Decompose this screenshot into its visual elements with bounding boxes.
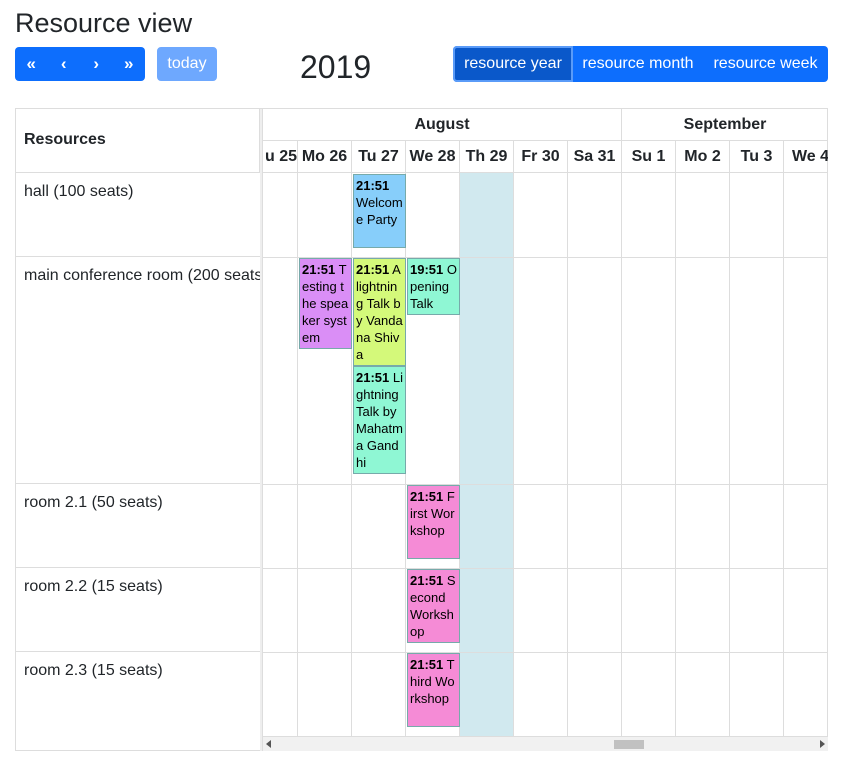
event-title: Opening Talk — [410, 262, 457, 311]
column-resizer[interactable] — [260, 109, 263, 751]
prev-year-button[interactable]: « — [26, 54, 36, 73]
event-time: 21:51 — [356, 178, 390, 193]
event-title: Third Workshop — [410, 657, 455, 706]
day-column[interactable] — [298, 173, 352, 736]
calendar-event[interactable]: 21:51 First Workshop — [407, 485, 460, 559]
horizontal-scrollbar[interactable] — [263, 736, 828, 751]
day-header: Su 1 — [622, 141, 676, 173]
calendar-event[interactable]: 19:51 Opening Talk — [407, 258, 460, 315]
day-header: u 25 — [263, 141, 298, 173]
event-time: 21:51 — [356, 262, 390, 277]
view-switcher: resource year resource month resource we… — [453, 46, 828, 82]
resource-week-button[interactable]: resource week — [713, 55, 818, 72]
event-time: 21:51 — [356, 370, 390, 385]
today-button[interactable]: today — [157, 47, 217, 81]
event-time: 21:51 — [410, 573, 444, 588]
resource-month-button[interactable]: resource month — [582, 55, 694, 72]
day-header: We 28 — [406, 141, 460, 173]
event-time: 21:51 — [302, 262, 336, 277]
next-button[interactable]: › — [93, 54, 100, 73]
calendar-event[interactable]: 21:51 A lightning Talk by Vandana Shiva — [353, 258, 406, 366]
event-time: 19:51 — [410, 262, 444, 277]
resource-row: hall (100 seats) — [16, 173, 260, 257]
next-year-button[interactable]: » — [124, 54, 134, 73]
calendar-event[interactable]: 21:51 Welcome Party — [353, 174, 406, 248]
day-header: Tu 3 — [730, 141, 784, 173]
navigation-button-group: « ‹ › » — [15, 47, 145, 81]
row-divider — [263, 484, 828, 485]
day-column[interactable] — [730, 173, 784, 736]
resource-row: room 2.2 (15 seats) — [16, 568, 260, 652]
event-title: First Workshop — [410, 489, 455, 538]
day-header: We 4 — [784, 141, 828, 173]
today-column — [460, 173, 514, 736]
event-title: Second Workshop — [410, 573, 456, 639]
event-time: 21:51 — [410, 657, 444, 672]
day-column[interactable] — [622, 173, 676, 736]
resource-row: room 2.1 (50 seats) — [16, 484, 260, 568]
calendar-title: 2019 — [300, 49, 372, 85]
day-column[interactable] — [568, 173, 622, 736]
day-header: Mo 2 — [676, 141, 730, 173]
day-header: Sa 31 — [568, 141, 622, 173]
day-header: Fr 30 — [514, 141, 568, 173]
prev-button[interactable]: ‹ — [60, 54, 67, 73]
day-column[interactable] — [460, 173, 514, 736]
timeline-grid: August September u 25 Mo 26 Tu 27 We 28 Th 2… — [263, 109, 828, 736]
event-time: 21:51 — [410, 489, 444, 504]
calendar-event[interactable]: 21:51 Lightning Talk by Mahatma Gandhi — [353, 366, 406, 474]
day-column[interactable] — [784, 173, 828, 736]
row-divider — [263, 257, 828, 258]
resource-row: main conference room (200 seats) — [16, 257, 260, 484]
day-column[interactable] — [514, 173, 568, 736]
event-title: A lightning Talk by Vandana Shiva — [356, 262, 403, 362]
calendar-event[interactable]: 21:51 Testing the speaker system — [299, 258, 352, 349]
month-header-september: September — [622, 109, 828, 141]
event-title: Welcome Party — [356, 195, 403, 227]
day-column[interactable] — [676, 173, 730, 736]
month-header-august: August — [263, 109, 622, 141]
resources-header: Resources — [16, 109, 260, 173]
day-column[interactable] — [406, 173, 460, 736]
calendar-event[interactable]: 21:51 Second Workshop — [407, 569, 460, 643]
event-title: Testing the speaker system — [302, 262, 349, 345]
scroll-left-icon[interactable] — [266, 740, 271, 748]
day-column[interactable] — [263, 173, 298, 736]
resource-row: room 2.3 (15 seats) — [24, 662, 163, 679]
page-title: Resource view — [15, 8, 193, 38]
resource-year-button[interactable]: resource year — [453, 46, 573, 82]
day-header: Tu 27 — [352, 141, 406, 173]
row-divider — [263, 652, 828, 653]
day-header: Mo 26 — [298, 141, 352, 173]
resource-timeline: Resources hall (100 seats) main conferen… — [15, 108, 828, 751]
scrollbar-thumb[interactable] — [614, 740, 644, 749]
day-header: Th 29 — [460, 141, 514, 173]
scroll-right-icon[interactable] — [820, 740, 825, 748]
row-divider — [263, 568, 828, 569]
event-title: Lightning Talk by Mahatma Gandhi — [356, 370, 403, 470]
calendar-event[interactable]: 21:51 Third Workshop — [407, 653, 460, 727]
